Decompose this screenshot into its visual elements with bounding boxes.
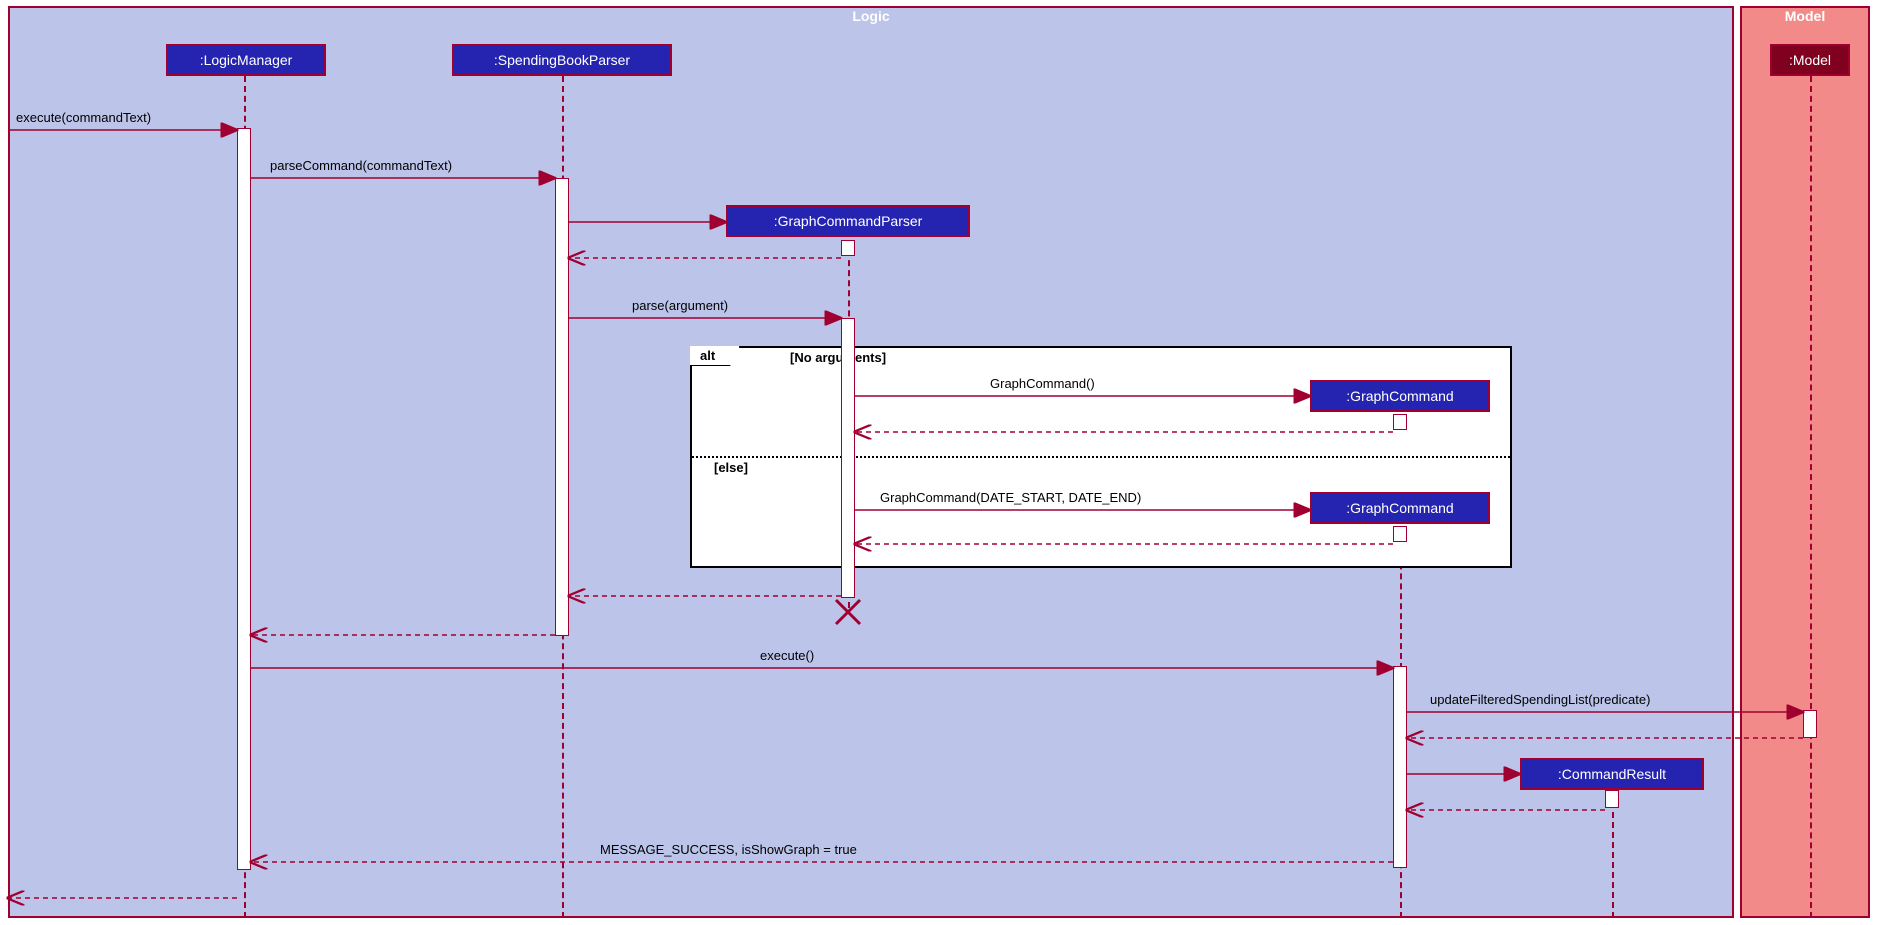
activation-logicmanager [237, 128, 251, 870]
participant-label: :Model [1789, 52, 1831, 68]
activation-model [1803, 710, 1817, 738]
msg-return-exec: MESSAGE_SUCCESS, isShowGraph = true [600, 842, 857, 857]
activation-gcp-parse [841, 318, 855, 598]
participant-graphcommandparser: :GraphCommandParser [726, 205, 970, 237]
alt-cond-noargs: [No arguments] [790, 350, 886, 365]
msg-parse: parse(argument) [632, 298, 728, 313]
alt-cond-else: [else] [714, 460, 748, 475]
activation-gc2 [1393, 526, 1407, 542]
participant-label: :LogicManager [200, 52, 293, 68]
logic-frame-title: Logic [844, 6, 897, 26]
participant-label: :GraphCommandParser [774, 213, 923, 229]
sequence-diagram: Logic Model alt [No arguments] [else] :L… [0, 0, 1878, 925]
msg-execute-in: execute(commandText) [16, 110, 151, 125]
participant-commandresult: :CommandResult [1520, 758, 1704, 790]
activation-commandresult [1605, 790, 1619, 808]
msg-execute: execute() [760, 648, 814, 663]
activation-gc1 [1393, 414, 1407, 430]
participant-label: :GraphCommand [1346, 500, 1453, 516]
lifeline-commandresult [1612, 792, 1614, 918]
msg-updatefiltered: updateFilteredSpendingList(predicate) [1430, 692, 1650, 707]
participant-spendingbookparser: :SpendingBookParser [452, 44, 672, 76]
msg-gc-args: GraphCommand(DATE_START, DATE_END) [880, 490, 1141, 505]
lifeline-model [1810, 76, 1812, 918]
participant-model: :Model [1770, 44, 1850, 76]
participant-label: :CommandResult [1558, 766, 1666, 782]
participant-logicmanager: :LogicManager [166, 44, 326, 76]
msg-gc-noargs: GraphCommand() [990, 376, 1095, 391]
participant-label: :GraphCommand [1346, 388, 1453, 404]
participant-graphcommand-1: :GraphCommand [1310, 380, 1490, 412]
msg-parsecommand: parseCommand(commandText) [270, 158, 452, 173]
model-frame-title: Model [1777, 6, 1833, 26]
participant-label: :SpendingBookParser [494, 52, 630, 68]
alt-divider [692, 456, 1510, 458]
model-frame: Model [1740, 6, 1870, 918]
activation-spendingbookparser [555, 178, 569, 636]
participant-graphcommand-2: :GraphCommand [1310, 492, 1490, 524]
activation-gc-exec [1393, 666, 1407, 868]
activation-gcp-create [841, 240, 855, 256]
